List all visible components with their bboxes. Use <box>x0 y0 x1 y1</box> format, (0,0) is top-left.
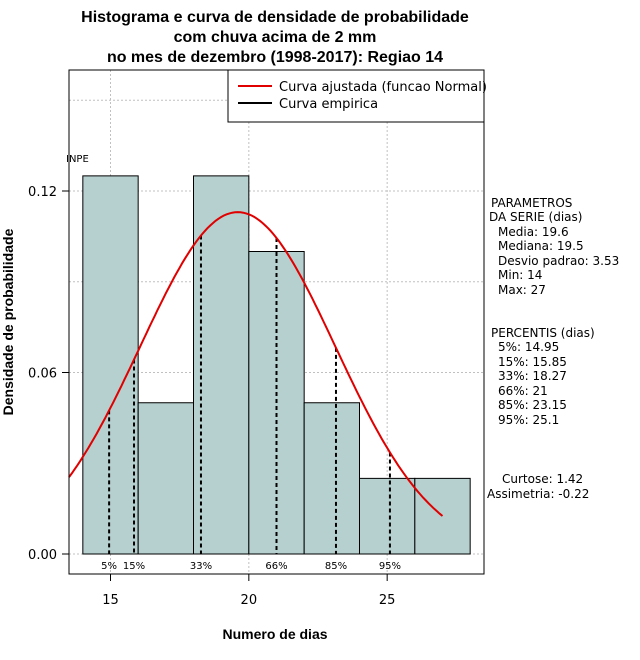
x-tick-label-1: 20 <box>241 593 258 608</box>
inpe-watermark: INPE <box>66 154 89 165</box>
y-tick-label-0: 0.00 <box>28 548 57 563</box>
percentil-85: 85%: 23.15 <box>498 398 567 412</box>
param-min: Min: 14 <box>498 268 542 282</box>
stats-panel: PARAMETROS DA SERIE (dias) Media: 19.6 M… <box>487 196 619 501</box>
percentil-33: 33%: 18.27 <box>498 369 567 383</box>
legend-box <box>227 69 485 123</box>
title-line-2: com chuva acima de 2 mm <box>174 29 377 46</box>
title-line-1: Histograma e curva de densidade de proba… <box>81 9 469 26</box>
y-tick-label-2: 0.12 <box>28 185 57 200</box>
params-header-2: DA SERIE (dias) <box>489 210 582 224</box>
x-axis: 15 20 25 <box>102 573 396 608</box>
param-max: Max: 27 <box>498 283 546 297</box>
y-axis-title: Densidade de probabilidade <box>0 228 16 415</box>
percentile-label-0: 5% <box>101 561 117 572</box>
percentis-header: PERCENTIS (dias) <box>491 326 595 340</box>
title-line-3: no mes de dezembro (1998-2017): Regiao 1… <box>107 49 443 66</box>
histogram-bar-1 <box>137 402 195 555</box>
histogram-bar-5 <box>359 477 416 555</box>
histogram-bar-0 <box>82 175 139 555</box>
legend-label-empirical: Curva empirica <box>279 97 378 112</box>
percentil-66: 66%: 21 <box>498 384 548 398</box>
percentile-lines <box>108 235 391 554</box>
legend-label-fitted: Curva ajustada (funcao Normal) <box>279 80 487 95</box>
y-axis: 0.00 0.06 0.12 <box>28 185 70 563</box>
curtose: Curtose: 1.42 <box>502 472 583 486</box>
x-tick-label-0: 15 <box>102 593 119 608</box>
histogram-bar-6 <box>414 477 471 555</box>
histogram-bar-2 <box>193 175 250 555</box>
param-desvio: Desvio padrao: 3.53 <box>498 254 619 268</box>
normal-curve <box>68 211 444 517</box>
legend: Curva ajustada (funcao Normal) Curva emp… <box>227 69 487 123</box>
histogram-bars <box>82 175 471 555</box>
param-mediana: Mediana: 19.5 <box>498 239 584 253</box>
histogram-bar-4 <box>303 402 360 555</box>
percentile-label-5: 95% <box>379 561 401 572</box>
percentile-labels: 5% 15% 33% 66% 85% 95% <box>101 561 401 572</box>
percentil-5: 5%: 14.95 <box>498 340 559 354</box>
percentil-95: 95%: 25.1 <box>498 413 559 427</box>
percentile-label-2: 33% <box>190 561 212 572</box>
percentile-label-4: 85% <box>325 561 347 572</box>
x-axis-title: Numero de dias <box>222 626 327 642</box>
percentil-15: 15%: 15.85 <box>498 355 567 369</box>
params-header-1: PARAMETROS <box>491 196 572 210</box>
x-tick-label-2: 25 <box>379 593 396 608</box>
y-tick-label-1: 0.06 <box>28 367 57 382</box>
percentile-label-1: 15% <box>123 561 145 572</box>
normal-curve-group <box>68 211 444 517</box>
chart-title: Histograma e curva de densidade de proba… <box>81 9 469 66</box>
percentile-label-3: 66% <box>265 561 287 572</box>
param-media: Media: 19.6 <box>498 225 569 239</box>
assimetria: Assimetria: -0.22 <box>487 487 589 501</box>
